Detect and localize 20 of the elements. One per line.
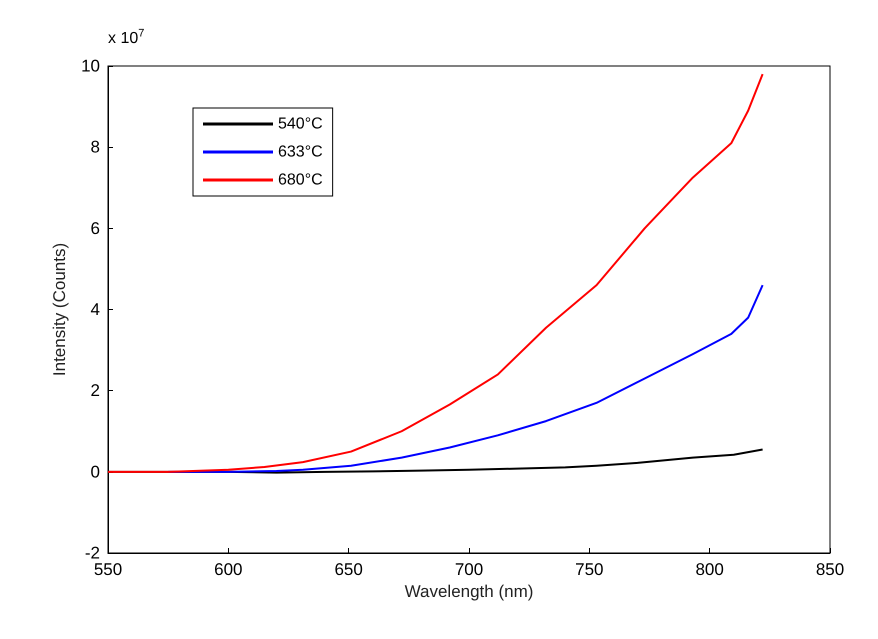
- legend-label: 633°C: [278, 144, 323, 160]
- y-tick-label: 6: [90, 218, 100, 238]
- legend-label: 540°C: [278, 116, 323, 132]
- x-tick-label: 550: [94, 560, 122, 579]
- y-tick-label: -2: [84, 544, 100, 562]
- y-tick-label: 8: [90, 138, 100, 157]
- x-tick-label: 750: [575, 560, 604, 579]
- legend-label: 680°C: [278, 172, 323, 188]
- x-tick-label: 850: [816, 560, 844, 579]
- y-tick-label: 10: [81, 56, 100, 76]
- x-tick-label: 700: [454, 560, 484, 579]
- y-tick-label: 2: [90, 381, 100, 400]
- x-axis-title: Wavelength (nm): [404, 582, 534, 601]
- y-axis-title: Intensity (Counts): [50, 242, 69, 376]
- x-tick-label: 800: [695, 560, 724, 579]
- x-tick-label: 600: [214, 560, 243, 579]
- y-tick-label: 4: [90, 300, 100, 319]
- x-tick-label: 650: [334, 560, 363, 579]
- line-series: [107, 73, 764, 473]
- y-tick-label: 0: [90, 462, 100, 482]
